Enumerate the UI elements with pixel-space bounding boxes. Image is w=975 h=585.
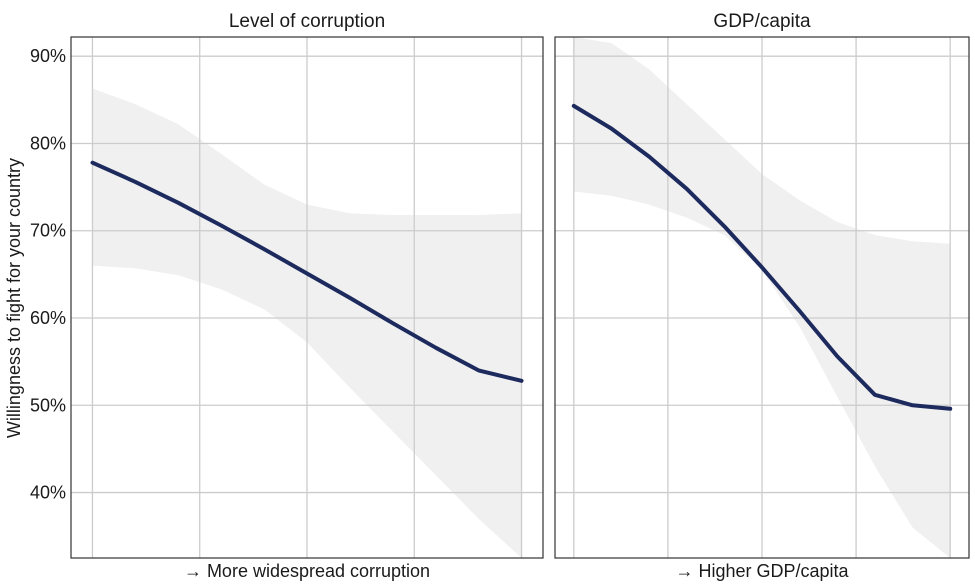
- x-axis-label-gdp: → Higher GDP/capita: [675, 561, 849, 581]
- y-tick-label: 90%: [30, 46, 66, 66]
- y-tick-label: 50%: [30, 395, 66, 415]
- panel-frame-corruption: [70, 36, 544, 559]
- y-tick-label: 60%: [30, 308, 66, 328]
- panel-corruption: Level of corruption → More widespread co…: [70, 11, 544, 581]
- y-axis-label: Willingness to fight for your country: [4, 158, 24, 438]
- y-tick-label: 70%: [30, 221, 66, 241]
- trend-line: [571, 103, 953, 411]
- y-tick-label: 40%: [30, 483, 66, 503]
- panel-title-corruption: Level of corruption: [229, 11, 385, 32]
- x-axis-label-corruption: → More widespread corruption: [184, 561, 430, 581]
- panel-title-gdp: GDP/capita: [713, 11, 811, 32]
- panel-gdp: GDP/capita → Higher GDP/capita: [554, 11, 970, 581]
- trend-line: [90, 160, 524, 383]
- y-tick-label: 80%: [30, 134, 66, 154]
- panel-frame-gdp: [554, 36, 970, 559]
- y-axis-tick-labels: 40% 50% 60% 70% 80% 90%: [30, 46, 66, 502]
